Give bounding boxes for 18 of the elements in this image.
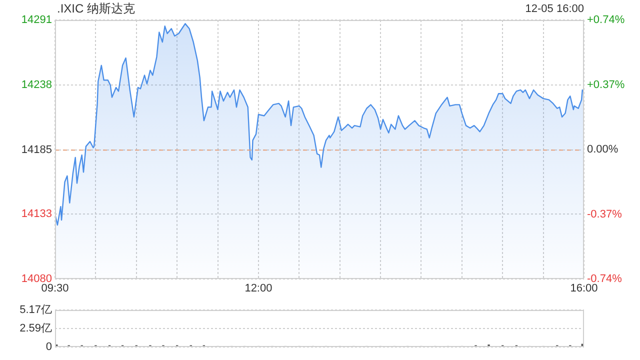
y-tick-label: 14133: [21, 208, 52, 220]
y-tick-label: 5.17亿: [20, 304, 52, 316]
y2-tick-label: -0.37%: [587, 208, 622, 220]
y2-tick-label: +0.74%: [587, 14, 625, 26]
text: 12-05 16:00: [525, 3, 584, 16]
y2-tick-label: -0.74%: [587, 273, 622, 286]
y-tick-label: 14185: [21, 144, 52, 156]
y2-tick-label: 0.00%: [587, 144, 618, 156]
y-tick-label: 14080: [21, 273, 52, 286]
y2-tick-label: +0.37%: [587, 78, 625, 91]
y-tick-label: 14291: [21, 14, 52, 26]
y-tick-label: 2.59亿: [20, 322, 52, 334]
x-tick-label: 16:00: [570, 282, 598, 295]
x-tick-label: 12:00: [244, 282, 272, 295]
chart-title: .IXIC 纳斯达克: [57, 1, 136, 16]
x-tick-label: 09:30: [41, 282, 69, 295]
y-tick-label: 0: [46, 341, 52, 354]
y-tick-label: 14238: [21, 79, 52, 92]
